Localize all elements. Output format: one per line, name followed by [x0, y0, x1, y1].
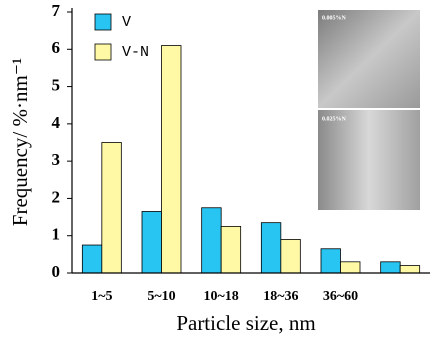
bar [260, 222, 282, 274]
y-tick-label: 3 [52, 150, 61, 169]
x-tick-label: 18~36 [263, 289, 298, 304]
legend-label: V-N [122, 44, 149, 61]
legend-label: V [122, 14, 131, 31]
bar [101, 142, 122, 274]
y-tick-label: 2 [52, 187, 61, 206]
x-tick-label: 5~10 [147, 289, 175, 304]
y-axis-title: Frequency/ %·nm⁻¹ [8, 58, 32, 226]
bar [320, 248, 341, 274]
micrograph [318, 110, 420, 210]
bar [380, 261, 401, 274]
bar [280, 239, 301, 274]
bar [399, 265, 421, 274]
bar [161, 45, 182, 274]
inset-label: 0.025%N [322, 116, 347, 122]
y-tick-label: 0 [52, 262, 61, 281]
inset-label: 0.005%N [322, 15, 347, 21]
x-tick-label: 1~5 [91, 289, 112, 304]
y-tick-label: 1 [52, 225, 61, 244]
bar [220, 225, 242, 274]
bar [141, 211, 162, 274]
y-tick-label: 4 [52, 113, 61, 132]
y-tick-label: 5 [52, 75, 61, 94]
x-axis-title: Particle size, nm [176, 311, 315, 335]
legend-swatch [94, 43, 112, 61]
bar [340, 261, 361, 274]
micrograph [318, 10, 420, 108]
x-tick-label: 36~60 [323, 289, 358, 304]
x-tick-label: 10~18 [204, 289, 239, 304]
y-tick-label: 6 [52, 38, 61, 57]
bar [81, 244, 103, 274]
y-tick-label: 7 [52, 1, 61, 20]
bar [201, 207, 222, 274]
legend-swatch [94, 13, 112, 31]
